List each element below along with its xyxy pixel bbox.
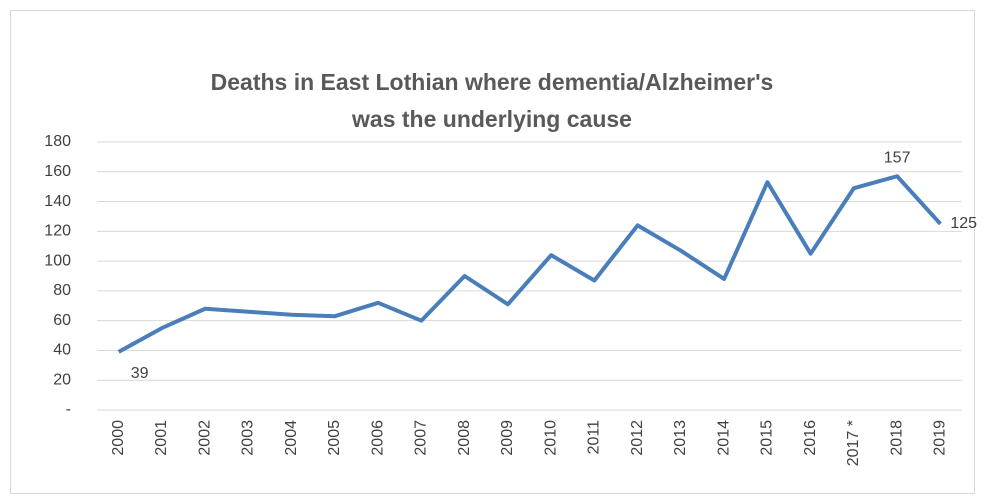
data-line bbox=[117, 174, 942, 354]
x-tick-label: 2016 bbox=[802, 420, 819, 456]
y-tick-label: 20 bbox=[53, 371, 71, 388]
x-tick-label: 2004 bbox=[283, 420, 300, 456]
x-tick-label: 2014 bbox=[715, 420, 732, 456]
y-tick-label: 80 bbox=[53, 282, 71, 299]
y-tick-label: 40 bbox=[53, 342, 71, 359]
x-tick-label: 2012 bbox=[629, 420, 646, 456]
x-tick-label: 2018 bbox=[888, 420, 905, 456]
y-tick-label: 180 bbox=[44, 133, 71, 150]
data-label: 125 bbox=[950, 215, 977, 232]
data-label: 157 bbox=[884, 149, 911, 166]
x-tick-label: 2009 bbox=[499, 420, 516, 456]
x-tick-label: 2006 bbox=[369, 420, 386, 456]
x-tick-label: 2008 bbox=[456, 420, 473, 456]
x-tick-label: 2013 bbox=[672, 420, 689, 456]
y-tick-label: 120 bbox=[44, 223, 71, 240]
y-tick-label: 60 bbox=[53, 312, 71, 329]
y-tick-label: 140 bbox=[44, 193, 71, 210]
x-tick-label: 2003 bbox=[240, 420, 257, 456]
y-tick-label: - bbox=[66, 401, 71, 418]
x-tick-label: 2007 bbox=[413, 420, 430, 456]
x-tick-label: 2017 * bbox=[845, 420, 862, 466]
x-tick-label: 2000 bbox=[110, 420, 127, 456]
y-tick-label: 100 bbox=[44, 252, 71, 269]
x-tick-label: 2010 bbox=[542, 420, 559, 456]
x-tick-label: 2015 bbox=[759, 420, 776, 456]
y-tick-label: 160 bbox=[44, 163, 71, 180]
x-tick-label: 2019 bbox=[932, 420, 949, 456]
x-tick-label: 2002 bbox=[196, 420, 213, 456]
x-tick-label: 2001 bbox=[153, 420, 170, 456]
x-tick-label: 2005 bbox=[326, 420, 343, 456]
x-tick-label: 2011 bbox=[586, 420, 603, 455]
data-label: 39 bbox=[131, 365, 149, 382]
chart-title: Deaths in East Lothian where dementia/Al… bbox=[210, 69, 774, 132]
